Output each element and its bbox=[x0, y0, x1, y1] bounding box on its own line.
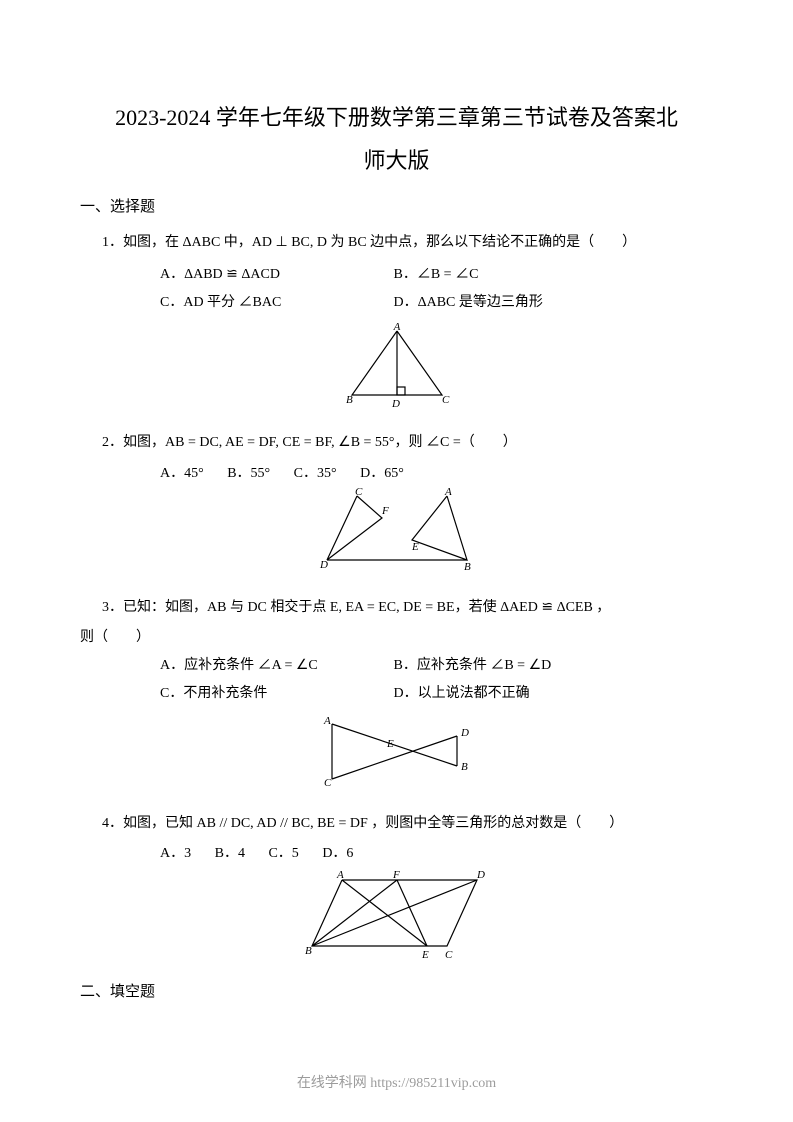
q2-stem: 2．如图，AB = DC, AE = DF, CE = BF, ∠B = 55°… bbox=[102, 430, 713, 455]
q2-label-D: D bbox=[319, 559, 328, 571]
q3-label-C: C bbox=[324, 777, 332, 789]
q4-label-F: F bbox=[392, 869, 400, 881]
q1-figure: A B C D bbox=[80, 323, 713, 418]
q2-optA: A．45° bbox=[160, 466, 204, 481]
q2-optC: C．35° bbox=[294, 466, 337, 481]
title-line2: 师大版 bbox=[80, 143, 713, 175]
section-heading-1: 一、选择题 bbox=[80, 195, 713, 216]
q4-label-A: A bbox=[336, 869, 344, 881]
q1-label-B: B bbox=[346, 394, 353, 406]
q3-label-D: D bbox=[460, 727, 469, 739]
q1-optC: C．AD 平分 ∠BAC bbox=[160, 289, 390, 317]
q3-optD: D．以上说法都不正确 bbox=[394, 686, 530, 701]
q3-tail: 则（ ） bbox=[80, 626, 713, 646]
q1-optD: D．ΔABC 是等边三角形 bbox=[394, 295, 543, 310]
q4-label-E: E bbox=[421, 949, 429, 961]
q1-stem: 1．如图，在 ΔABC 中，AD ⊥ BC, D 为 BC 边中点，那么以下结论… bbox=[102, 230, 713, 255]
q2-label-F: F bbox=[381, 505, 389, 517]
q3-label-B: B bbox=[461, 761, 468, 773]
footer: 在线学科网 https://985211vip.com bbox=[0, 1072, 793, 1092]
q4-options: A．3 B．4 C．5 D．6 bbox=[160, 842, 713, 862]
title-line1: 2023-2024 学年七年级下册数学第三章第三节试卷及答案北 bbox=[80, 100, 713, 135]
q1-label-A: A bbox=[392, 323, 400, 333]
q3-stem: 3．已知：如图，AB 与 DC 相交于点 E, EA = EC, DE = BE… bbox=[102, 595, 713, 620]
section-heading-2: 二、填空题 bbox=[80, 980, 713, 1001]
q3-optC: C．不用补充条件 bbox=[160, 680, 390, 708]
q3-optB: B．应补充条件 ∠B = ∠D bbox=[394, 658, 552, 673]
q2-optB: B．55° bbox=[227, 466, 270, 481]
q2-label-B: B bbox=[464, 561, 471, 573]
q1-label-C: C bbox=[442, 394, 450, 406]
q2-optD: D．65° bbox=[360, 466, 404, 481]
q1-optA: A．ΔABD ≌ ΔACD bbox=[160, 261, 390, 289]
q3-label-A: A bbox=[323, 715, 331, 727]
q1-optB: B．∠B = ∠C bbox=[394, 267, 479, 282]
q3-label-E: E bbox=[386, 738, 394, 750]
q1-options: A．ΔABD ≌ ΔACD B．∠B = ∠C C．AD 平分 ∠BAC D．Δ… bbox=[160, 261, 713, 317]
q4-optD: D．6 bbox=[322, 846, 353, 861]
q4-label-C: C bbox=[445, 949, 453, 961]
q1-label-D: D bbox=[391, 398, 400, 410]
q2-figure: C A D B F E bbox=[80, 488, 713, 583]
q2-label-E: E bbox=[411, 541, 419, 553]
q4-optC: C．5 bbox=[268, 846, 298, 861]
q4-optB: B．4 bbox=[215, 846, 245, 861]
page: 2023-2024 学年七年级下册数学第三章第三节试卷及答案北 师大版 一、选择… bbox=[0, 0, 793, 1122]
q2-options: A．45° B．55° C．35° D．65° bbox=[160, 462, 713, 482]
q3-options: A．应补充条件 ∠A = ∠C B．应补充条件 ∠B = ∠D C．不用补充条件… bbox=[160, 652, 713, 708]
q4-stem: 4．如图，已知 AB // DC, AD // BC, BE = DF ，则图中… bbox=[102, 811, 713, 836]
q3-optA: A．应补充条件 ∠A = ∠C bbox=[160, 652, 390, 680]
q2-label-C: C bbox=[355, 488, 363, 498]
q3-figure: A C D B E bbox=[80, 714, 713, 799]
q4-label-B: B bbox=[305, 945, 312, 957]
q4-figure: A F D B E C bbox=[80, 868, 713, 968]
q4-label-D: D bbox=[476, 869, 485, 881]
q4-optA: A．3 bbox=[160, 846, 191, 861]
q2-label-A: A bbox=[444, 488, 452, 498]
